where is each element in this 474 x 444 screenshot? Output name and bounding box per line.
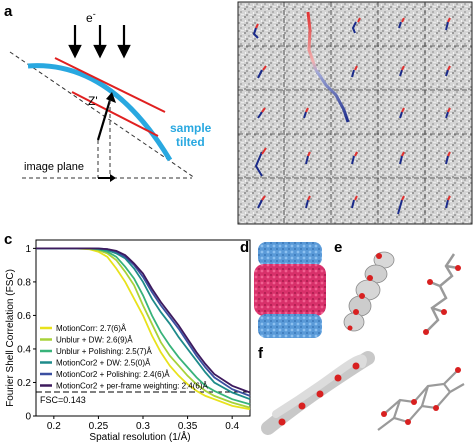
legend-label: Unblur + Polishing: 2.5(7)Å — [56, 347, 152, 356]
electron-beam-arrows — [68, 25, 131, 59]
panel-b-micrograph — [237, 1, 473, 225]
legend-label: MotionCor2 + per-frame weighting: 2.4(6)… — [56, 382, 209, 391]
z-arrow-head — [106, 92, 116, 103]
z-arrow-shaft — [96, 99, 112, 141]
x-tick-label: 0.2 — [47, 421, 61, 432]
patch-grid — [238, 2, 472, 224]
fsc-plot-area: 0 0.2 0.4 0.6 0.8 1 0.2 0.25 0.3 0.35 0.4 FSC=0.143… — [17, 239, 251, 432]
sheet-density-surface — [261, 351, 375, 435]
tangent-line-upper — [54, 57, 166, 113]
local-motion-traces — [252, 17, 451, 215]
density-middle-rings — [254, 264, 326, 316]
panel-f-sheet-models — [261, 351, 465, 435]
image-plane-label: image plane — [24, 161, 84, 173]
legend-label: MotionCor2 + DW: 2.5(0)Å — [56, 359, 151, 368]
panel-d-letter: d — [240, 239, 250, 256]
sample-label-2: tilted — [176, 135, 205, 149]
legend-label: MotionCorr: 2.7(6)Å — [56, 324, 127, 333]
panel-a-letter: a — [4, 3, 13, 20]
x-axis-label: Spatial resolution (1/Å) — [89, 430, 190, 443]
y-tick-label: 0 — [25, 412, 31, 423]
legend-label: MotionCor2 + Polishing: 2.4(6)Å — [56, 370, 170, 379]
electron-label: e- — [86, 9, 96, 25]
panel-c-letter: c — [4, 231, 13, 248]
global-motion-trace — [306, 11, 350, 123]
z-label: Z' — [88, 94, 98, 108]
fsc-series-line — [36, 247, 251, 411]
tangent-line-lower — [71, 91, 159, 137]
legend-label: Unblur + DW: 2.6(9)Å — [56, 336, 133, 345]
fsc-chart: 0 0.2 0.4 0.6 0.8 1 0.2 0.25 0.3 0.35 0.4 FSC=0.143… — [5, 239, 251, 443]
y-tick-label: 0.6 — [17, 311, 31, 322]
x-tick-label: 0.3 — [136, 421, 150, 432]
fsc-series-line — [36, 247, 251, 394]
sample-arc — [27, 63, 173, 162]
x-tick-label: 0.4 — [225, 421, 239, 432]
panel-e-letter: e — [334, 239, 343, 256]
density-top-ring — [258, 242, 322, 266]
micrograph-background — [237, 1, 473, 225]
x-tick-label: 0.35 — [178, 421, 198, 432]
panel-e-helix-models — [343, 251, 461, 335]
sample-label-1: sample — [170, 121, 212, 135]
panel-d-density-map — [254, 242, 326, 338]
helix-density-surface — [343, 251, 395, 332]
density-bottom-ring — [258, 314, 322, 338]
y-tick-label: 1 — [25, 244, 31, 255]
fsc-threshold-label: FSC=0.143 — [40, 395, 86, 405]
y-tick-label: 0.8 — [17, 277, 31, 288]
y-tick-label: 0.4 — [17, 344, 31, 355]
helix-stick-model — [423, 253, 461, 335]
x-tick-label: 0.25 — [89, 421, 109, 432]
y-axis-label: Fourier Shell Correlation (FSC) — [5, 269, 16, 407]
untilted-plane-line — [9, 51, 196, 179]
sheet-stick-model — [377, 367, 465, 431]
panel-a-diagram: e- Z' sample tilted image plane — [9, 9, 212, 182]
image-plane-shift-arrowhead — [110, 174, 116, 182]
y-tick-label: 0.2 — [17, 378, 31, 389]
panel-f-letter: f — [258, 345, 263, 362]
